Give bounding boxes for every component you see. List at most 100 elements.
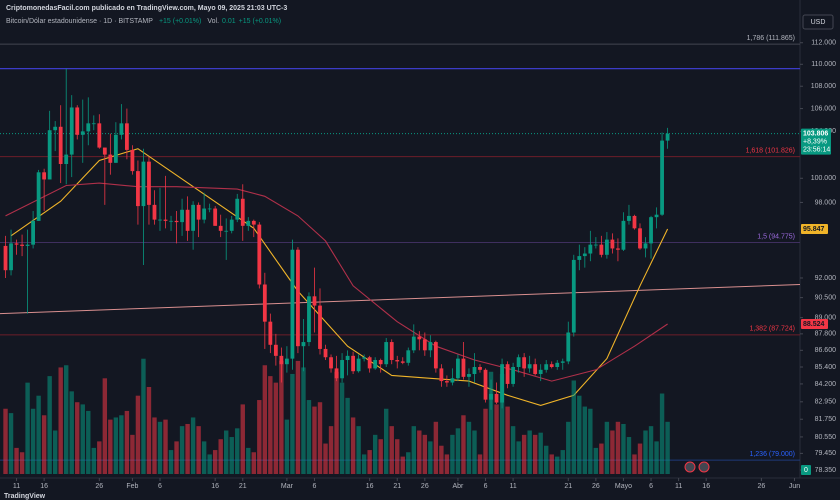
candle-body [599, 244, 604, 255]
candle-body [632, 215, 637, 229]
volume-bar [378, 439, 383, 474]
volume-bar [604, 421, 610, 474]
y2-tick-box [801, 465, 811, 475]
candle-body [433, 342, 438, 369]
x-tick-label: Abr [452, 483, 464, 490]
candle-body [422, 339, 427, 351]
volume-bar [577, 395, 582, 474]
volume-bar [135, 395, 141, 474]
volume-bar [36, 395, 41, 474]
x-tick-label: 11 [675, 483, 682, 490]
fib-label: 1,382 (87.724) [749, 326, 795, 333]
volume-bar [538, 432, 543, 474]
volume-bar [345, 397, 350, 474]
volume-bar [665, 421, 670, 474]
candle-body [163, 219, 168, 221]
volume-bar [113, 417, 119, 474]
candle-body [516, 357, 521, 368]
candle-body [318, 305, 322, 349]
y-tick-label: 90.500 [815, 294, 837, 301]
volume-bar [582, 406, 588, 474]
candle-body [411, 336, 416, 351]
candle-body [31, 220, 36, 245]
candle-body [47, 130, 52, 180]
volume-bar [108, 419, 113, 474]
volume-bar [119, 415, 124, 474]
event-icon[interactable] [698, 461, 710, 473]
y-tick-label: 89.000 [815, 314, 837, 321]
currency-button[interactable] [802, 14, 834, 30]
candle-body [86, 123, 91, 132]
candle-body [80, 131, 85, 135]
candle-body [334, 368, 339, 379]
candle-body [42, 172, 47, 180]
candle-body [527, 364, 532, 369]
volume-bar [527, 430, 532, 474]
volume-bar [339, 382, 345, 474]
candle-body [75, 107, 80, 135]
volume-bar [19, 452, 25, 474]
volume-bar [334, 371, 339, 474]
volume-bar [488, 371, 494, 474]
candle-body [500, 364, 504, 403]
volume-bar [350, 417, 356, 474]
currency[interactable]: USD [811, 19, 826, 26]
volume-bar [201, 441, 207, 474]
volume-bar [47, 376, 52, 474]
candle-body [582, 253, 587, 257]
candle-body [224, 230, 229, 232]
candle-body [279, 355, 284, 365]
candle-body [240, 198, 245, 226]
volume-bar [510, 426, 516, 474]
y-tick-label: 110.000 [811, 61, 836, 68]
volume-bar [406, 452, 411, 474]
y-tick-label: 87.800 [815, 331, 837, 338]
volume-bar [317, 402, 323, 474]
y-tick-label: 82.950 [815, 399, 837, 406]
volume-bar [86, 410, 91, 474]
volume-bar [521, 434, 527, 474]
candle-body [25, 244, 30, 246]
candle-body [478, 367, 482, 370]
volume-bar [246, 447, 251, 474]
volume-bar [251, 452, 256, 474]
candle-body [489, 393, 493, 400]
candle-body [389, 342, 394, 361]
y-tick-label: 80.550 [815, 434, 837, 441]
volume-bar [284, 419, 290, 474]
symbol: Bitcoin/Dólar estadounidense · 1D · BITS… [6, 18, 153, 25]
x-tick-label: Jun [789, 483, 800, 490]
x-tick-label: 16 [702, 483, 710, 490]
candle-body [417, 336, 422, 340]
publisher: CriptomonedasFacil.com publicado en Trad… [6, 5, 287, 12]
y-tick-label: 112.000 [811, 40, 836, 47]
volume-bar [654, 441, 659, 474]
event-icon[interactable] [684, 461, 696, 473]
candle-body [36, 172, 41, 221]
volume-bar [483, 408, 488, 474]
candle-body [593, 244, 598, 246]
volume-bar [505, 406, 510, 474]
candle-body [246, 220, 251, 226]
candle-body [444, 381, 449, 383]
volume-bar [102, 378, 108, 474]
volume-bar [30, 408, 36, 474]
x-tick-label: 11 [13, 483, 20, 490]
volume-bar [417, 430, 422, 474]
volume-bar [599, 443, 604, 474]
volume-label: Vol. [207, 18, 219, 25]
candle-body [616, 248, 620, 250]
candle-body [378, 360, 383, 365]
candle-body [191, 204, 196, 231]
x-tick-label: 16 [211, 483, 219, 490]
volume-bar [499, 373, 505, 474]
volume-bar [461, 415, 466, 474]
fib-label: 1,618 (101.826) [746, 147, 795, 154]
candle-body [494, 393, 499, 403]
candle-body [119, 123, 124, 135]
volume-bar [433, 421, 439, 474]
candle-body [14, 243, 19, 245]
volume-bar [428, 441, 433, 474]
candle-body [649, 217, 653, 244]
volume-bar [439, 445, 444, 474]
